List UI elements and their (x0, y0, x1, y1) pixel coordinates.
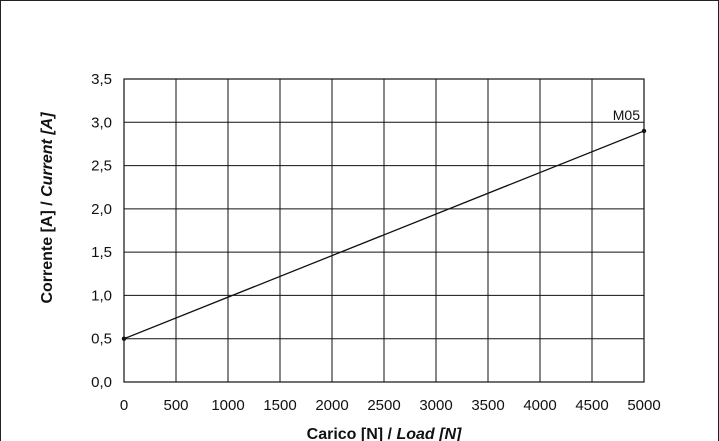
y-axis-title-italic: Current [A] (39, 112, 56, 197)
series-label: M05 (613, 107, 640, 123)
y-tick-label: 3,0 (91, 114, 112, 131)
data-point (121, 336, 127, 341)
y-axis-title: Corrente [A] / Current [A] (39, 112, 56, 304)
y-tick-label: 2,5 (91, 158, 112, 175)
x-tick-label: 1500 (263, 397, 296, 414)
x-axis-title: Carico [N] / Load [N] (307, 426, 462, 441)
x-tick-label: 1000 (211, 397, 244, 414)
x-tick-label: 500 (163, 397, 188, 414)
x-tick-label: 3500 (471, 397, 504, 414)
x-tick-label: 4000 (523, 397, 556, 414)
x-axis-title-italic: Load [N] (396, 426, 462, 441)
x-tick-labels: 0 500 1000 1500 2000 2500 3000 3500 4000 4500 5000 (120, 397, 661, 414)
y-tick-label: 1,5 (91, 244, 112, 261)
x-tick-label: 2000 (315, 397, 348, 414)
y-tick-label: 1,0 (91, 287, 112, 304)
x-tick-label: 5000 (627, 397, 660, 414)
x-tick-label: 2500 (367, 397, 400, 414)
y-tick-labels: 0,0 0,5 1,0 1,5 2,0 2,5 3,0 3,5 (91, 71, 112, 391)
y-tick-label: 0,5 (91, 331, 112, 348)
y-tick-label: 3,5 (91, 71, 112, 88)
series-layer: M05 (121, 107, 647, 341)
y-axis-title-main: Corrente [A] / (39, 197, 56, 304)
plot-area (123, 78, 645, 383)
x-tick-label: 0 (120, 397, 128, 414)
x-tick-label: 3000 (419, 397, 452, 414)
series-line-m05 (123, 130, 645, 340)
data-point (641, 128, 647, 134)
y-tick-label: 0,0 (91, 374, 112, 391)
y-tick-label: 2,0 (91, 201, 112, 218)
x-axis-title-main: Carico [N] / (307, 426, 397, 441)
x-tick-label: 4500 (575, 397, 608, 414)
